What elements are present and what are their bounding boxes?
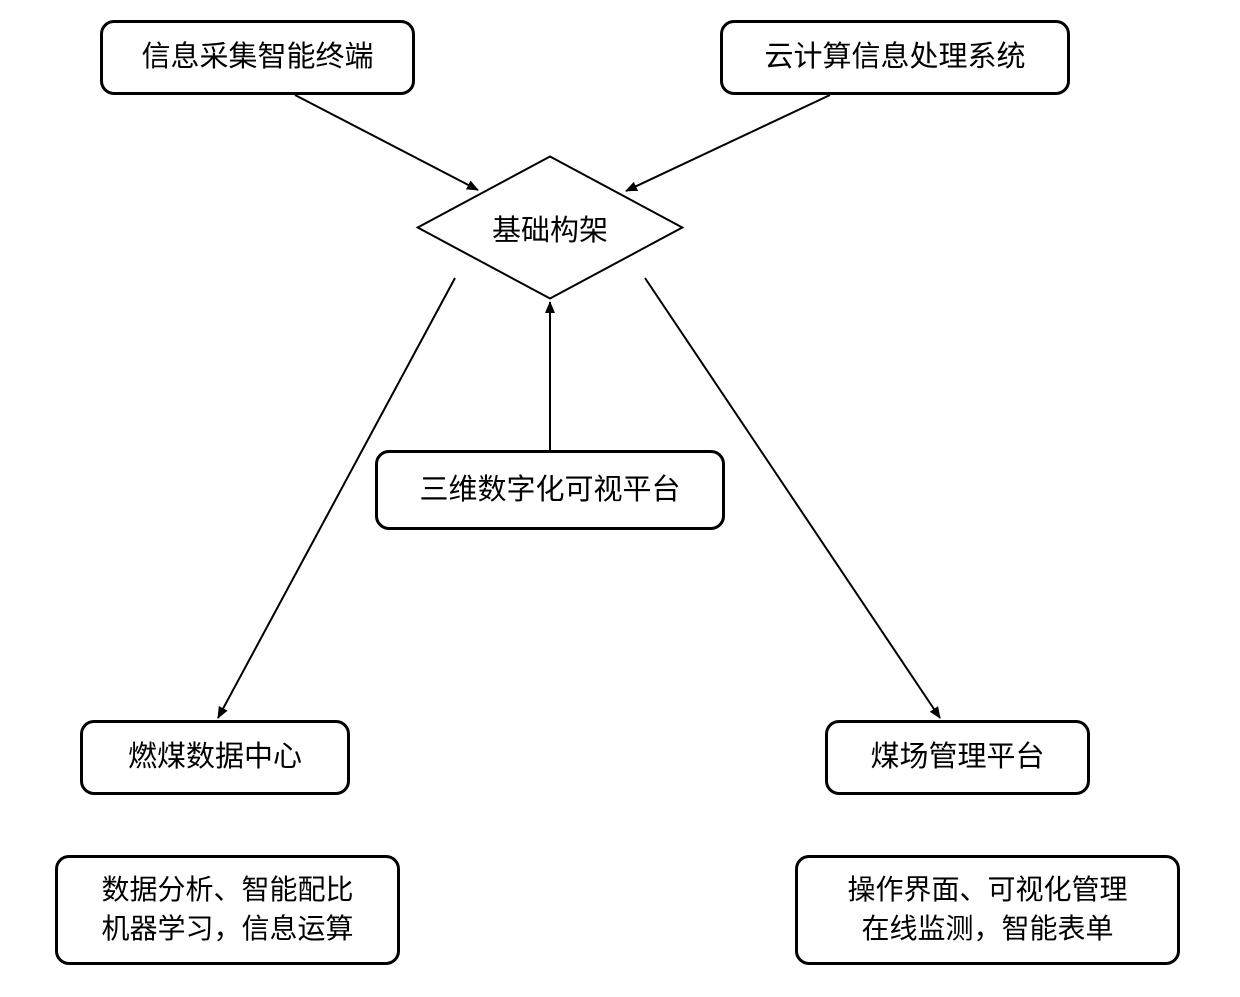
- node-3d-digital-visual-platform: 三维数字化可视平台: [375, 450, 725, 530]
- node-label: 信息采集智能终端: [141, 37, 373, 78]
- node-base-architecture-diamond: 基础构架: [415, 155, 685, 300]
- node-coal-data-center: 燃煤数据中心: [80, 720, 350, 795]
- node-data-analysis-description: 数据分析、智能配比 机器学习，信息运算: [55, 855, 400, 965]
- node-cloud-processing-system: 云计算信息处理系统: [720, 20, 1070, 95]
- node-label: 数据分析、智能配比 机器学习，信息运算: [101, 871, 353, 949]
- node-label: 煤场管理平台: [870, 737, 1044, 778]
- node-coal-yard-management-platform: 煤场管理平台: [825, 720, 1090, 795]
- node-operation-interface-description: 操作界面、可视化管理 在线监测，智能表单: [795, 855, 1180, 965]
- node-label: 三维数字化可视平台: [419, 470, 680, 511]
- node-label: 操作界面、可视化管理 在线监测，智能表单: [847, 871, 1127, 949]
- node-label: 云计算信息处理系统: [764, 37, 1025, 78]
- node-label: 燃煤数据中心: [128, 737, 302, 778]
- node-info-collection-terminal: 信息采集智能终端: [100, 20, 415, 95]
- node-label: 基础构架: [492, 207, 608, 249]
